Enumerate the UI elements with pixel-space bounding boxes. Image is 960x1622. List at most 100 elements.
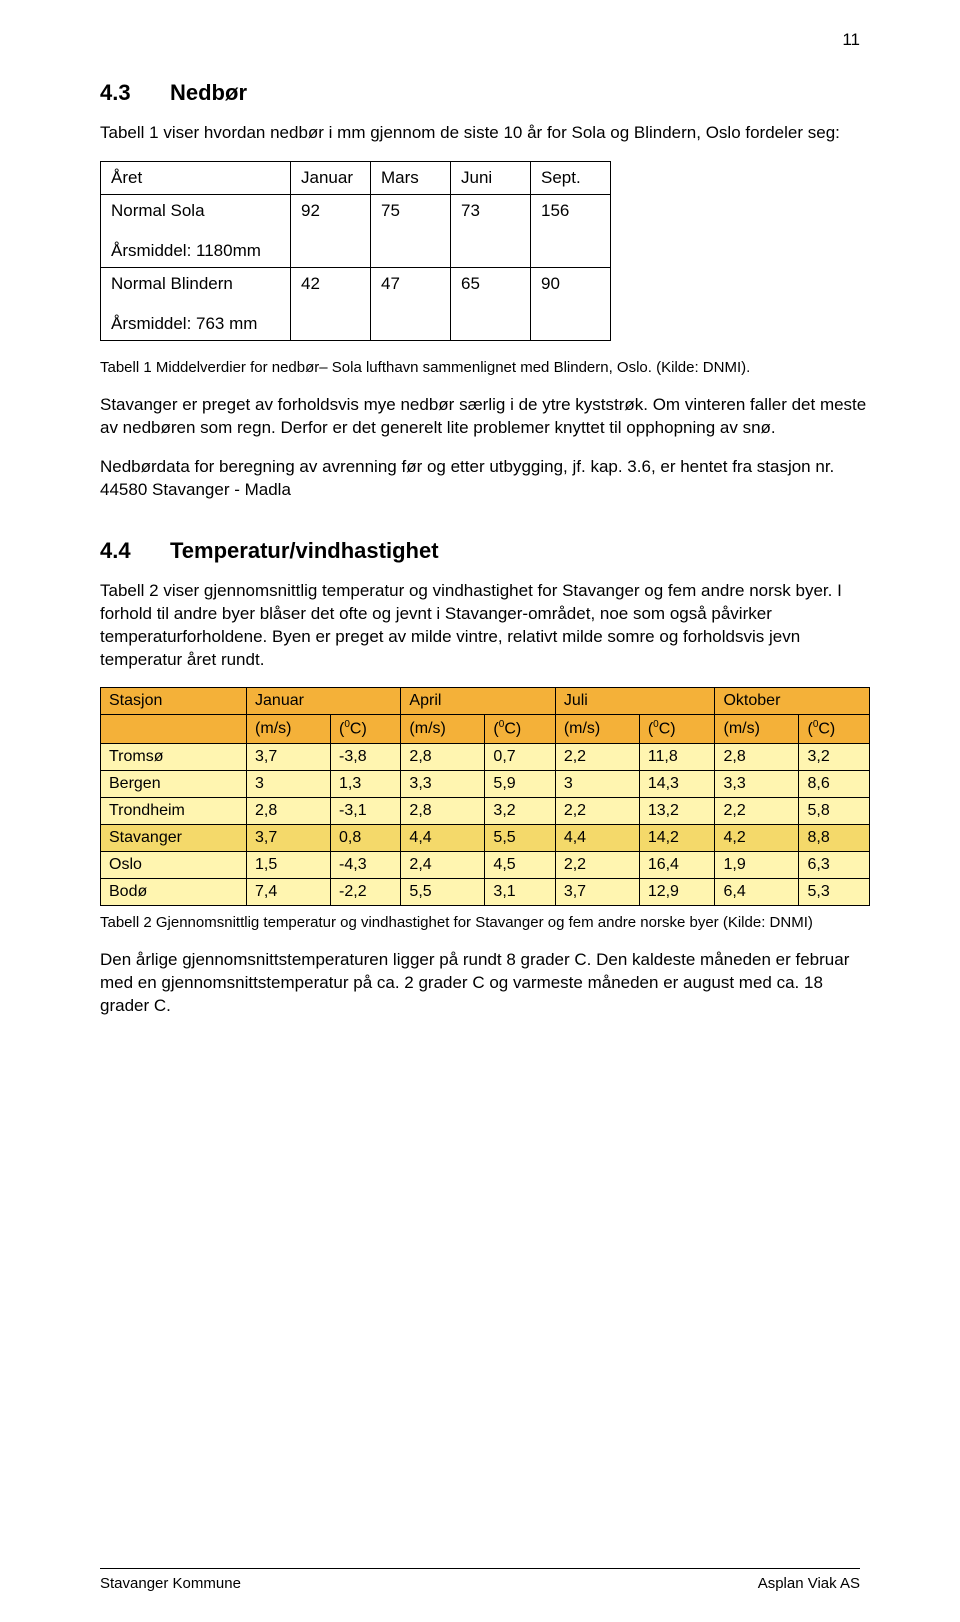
t2-cell: 6,3 [799, 851, 870, 878]
t1-cell: 47 [371, 267, 451, 340]
t2-cell: -4,3 [331, 851, 401, 878]
section-43-para2: Stavanger er preget av forholdsvis mye n… [100, 394, 870, 440]
t1-row1-label2: Årsmiddel: 1180mm [111, 241, 261, 260]
t2-cell: 12,9 [639, 878, 715, 905]
t2-cell: 2,2 [555, 851, 639, 878]
t2-cell: 2,2 [715, 797, 799, 824]
t2-cell: 14,3 [639, 770, 715, 797]
t2-cell: 3 [247, 770, 331, 797]
t1-row2-label: Normal Blindern Årsmiddel: 763 mm [101, 267, 291, 340]
t2-unit-ms: (m/s) [715, 715, 799, 743]
table-row: Stavanger3,70,84,45,54,414,24,28,8 [101, 824, 870, 851]
t2-unit-c: (0C) [639, 715, 715, 743]
t1-cell: 156 [531, 194, 611, 267]
t1-cell: 65 [451, 267, 531, 340]
footer-right: Asplan Viak AS [758, 1575, 860, 1592]
section-44-intro: Tabell 2 viser gjennomsnittlig temperatu… [100, 580, 870, 672]
t2-cell: 2,2 [555, 743, 639, 770]
t2-cell: 14,2 [639, 824, 715, 851]
t2-cell: 8,8 [799, 824, 870, 851]
t2-cell: 2,8 [401, 743, 485, 770]
t2-cell: 3,2 [485, 797, 555, 824]
t2-unit-c: (0C) [331, 715, 401, 743]
t1-cell: 90 [531, 267, 611, 340]
t2-cell: 2,8 [401, 797, 485, 824]
section-43-heading: 4.3Nedbør [100, 80, 870, 106]
t2-station-cell: Oslo [101, 851, 247, 878]
t1-cell: 42 [291, 267, 371, 340]
t2-station-cell: Tromsø [101, 743, 247, 770]
t2-cell: 4,4 [401, 824, 485, 851]
table-row: Oslo1,5-4,32,44,52,216,41,96,3 [101, 851, 870, 878]
t2-col-stasjon: Stasjon [101, 688, 247, 715]
section-44-para2: Den årlige gjennomsnittstemperaturen lig… [100, 949, 870, 1018]
table-row: Trondheim2,8-3,12,83,22,213,22,25,8 [101, 797, 870, 824]
t2-cell: 3,7 [247, 743, 331, 770]
section-43-title: Nedbør [170, 80, 247, 105]
t2-cell: 6,4 [715, 878, 799, 905]
t2-unit-ms: (m/s) [401, 715, 485, 743]
t2-cell: 3,7 [555, 878, 639, 905]
section-43-number: 4.3 [100, 80, 170, 106]
table-1-nedbor: Året Januar Mars Juni Sept. Normal Sola … [100, 161, 611, 341]
t2-cell: 5,8 [799, 797, 870, 824]
t2-station-cell: Stavanger [101, 824, 247, 851]
t2-cell: 0,7 [485, 743, 555, 770]
t2-unit-c: (0C) [485, 715, 555, 743]
table-2-caption: Tabell 2 Gjennomsnittlig temperatur og v… [100, 914, 870, 931]
table-row: Tromsø3,7-3,82,80,72,211,82,83,2 [101, 743, 870, 770]
table-2-temperatur: StasjonJanuarAprilJuliOktober(m/s)(0C)(m… [100, 687, 870, 905]
footer-left: Stavanger Kommune [100, 1575, 241, 1592]
t1-row2-label2: Årsmiddel: 763 mm [111, 314, 257, 333]
section-43-intro: Tabell 1 viser hvordan nedbør i mm gjenn… [100, 122, 870, 145]
t2-unit-c: (0C) [799, 715, 870, 743]
t2-cell: 4,4 [555, 824, 639, 851]
t2-cell: -3,8 [331, 743, 401, 770]
t2-cell: 13,2 [639, 797, 715, 824]
t1-row1-label: Normal Sola Årsmiddel: 1180mm [101, 194, 291, 267]
t2-cell: 4,5 [485, 851, 555, 878]
t1-col-aaret: Året [101, 161, 291, 194]
t2-cell: 2,8 [247, 797, 331, 824]
t2-cell: 3,2 [799, 743, 870, 770]
t1-cell: 73 [451, 194, 531, 267]
t2-cell: 5,9 [485, 770, 555, 797]
t2-cell: 8,6 [799, 770, 870, 797]
section-44-heading: 4.4Temperatur/vindhastighet [100, 538, 870, 564]
page-number: 11 [842, 30, 860, 50]
t2-col-month: Oktober [715, 688, 870, 715]
t2-cell: 1,3 [331, 770, 401, 797]
t2-cell: 16,4 [639, 851, 715, 878]
t1-col-jun: Juni [451, 161, 531, 194]
table-row: Året Januar Mars Juni Sept. [101, 161, 611, 194]
t2-cell: 1,9 [715, 851, 799, 878]
table-row: Normal Blindern Årsmiddel: 763 mm 42 47 … [101, 267, 611, 340]
t1-col-sep: Sept. [531, 161, 611, 194]
table-row: Bodø7,4-2,25,53,13,712,96,45,3 [101, 878, 870, 905]
t2-station-cell: Trondheim [101, 797, 247, 824]
t2-cell: 3,1 [485, 878, 555, 905]
section-43-para3: Nedbørdata for beregning av avrenning fø… [100, 456, 870, 502]
t1-col-jan: Januar [291, 161, 371, 194]
t2-cell: 1,5 [247, 851, 331, 878]
t2-col-month: April [401, 688, 555, 715]
table-row: StasjonJanuarAprilJuliOktober [101, 688, 870, 715]
t2-cell: 3,3 [401, 770, 485, 797]
table-row: Normal Sola Årsmiddel: 1180mm 92 75 73 1… [101, 194, 611, 267]
t2-cell: 5,5 [401, 878, 485, 905]
table-1-caption: Tabell 1 Middelverdier for nedbør– Sola … [100, 359, 870, 376]
t2-cell: -3,1 [331, 797, 401, 824]
section-44-title: Temperatur/vindhastighet [170, 538, 439, 563]
t2-blank [101, 715, 247, 743]
t2-cell: 3 [555, 770, 639, 797]
t2-col-month: Januar [247, 688, 401, 715]
t2-unit-ms: (m/s) [247, 715, 331, 743]
section-44-number: 4.4 [100, 538, 170, 564]
t2-cell: 7,4 [247, 878, 331, 905]
table-row: (m/s)(0C)(m/s)(0C)(m/s)(0C)(m/s)(0C) [101, 715, 870, 743]
t2-cell: 0,8 [331, 824, 401, 851]
t2-col-month: Juli [555, 688, 715, 715]
t1-col-mar: Mars [371, 161, 451, 194]
t2-cell: 11,8 [639, 743, 715, 770]
t2-cell: 3,3 [715, 770, 799, 797]
